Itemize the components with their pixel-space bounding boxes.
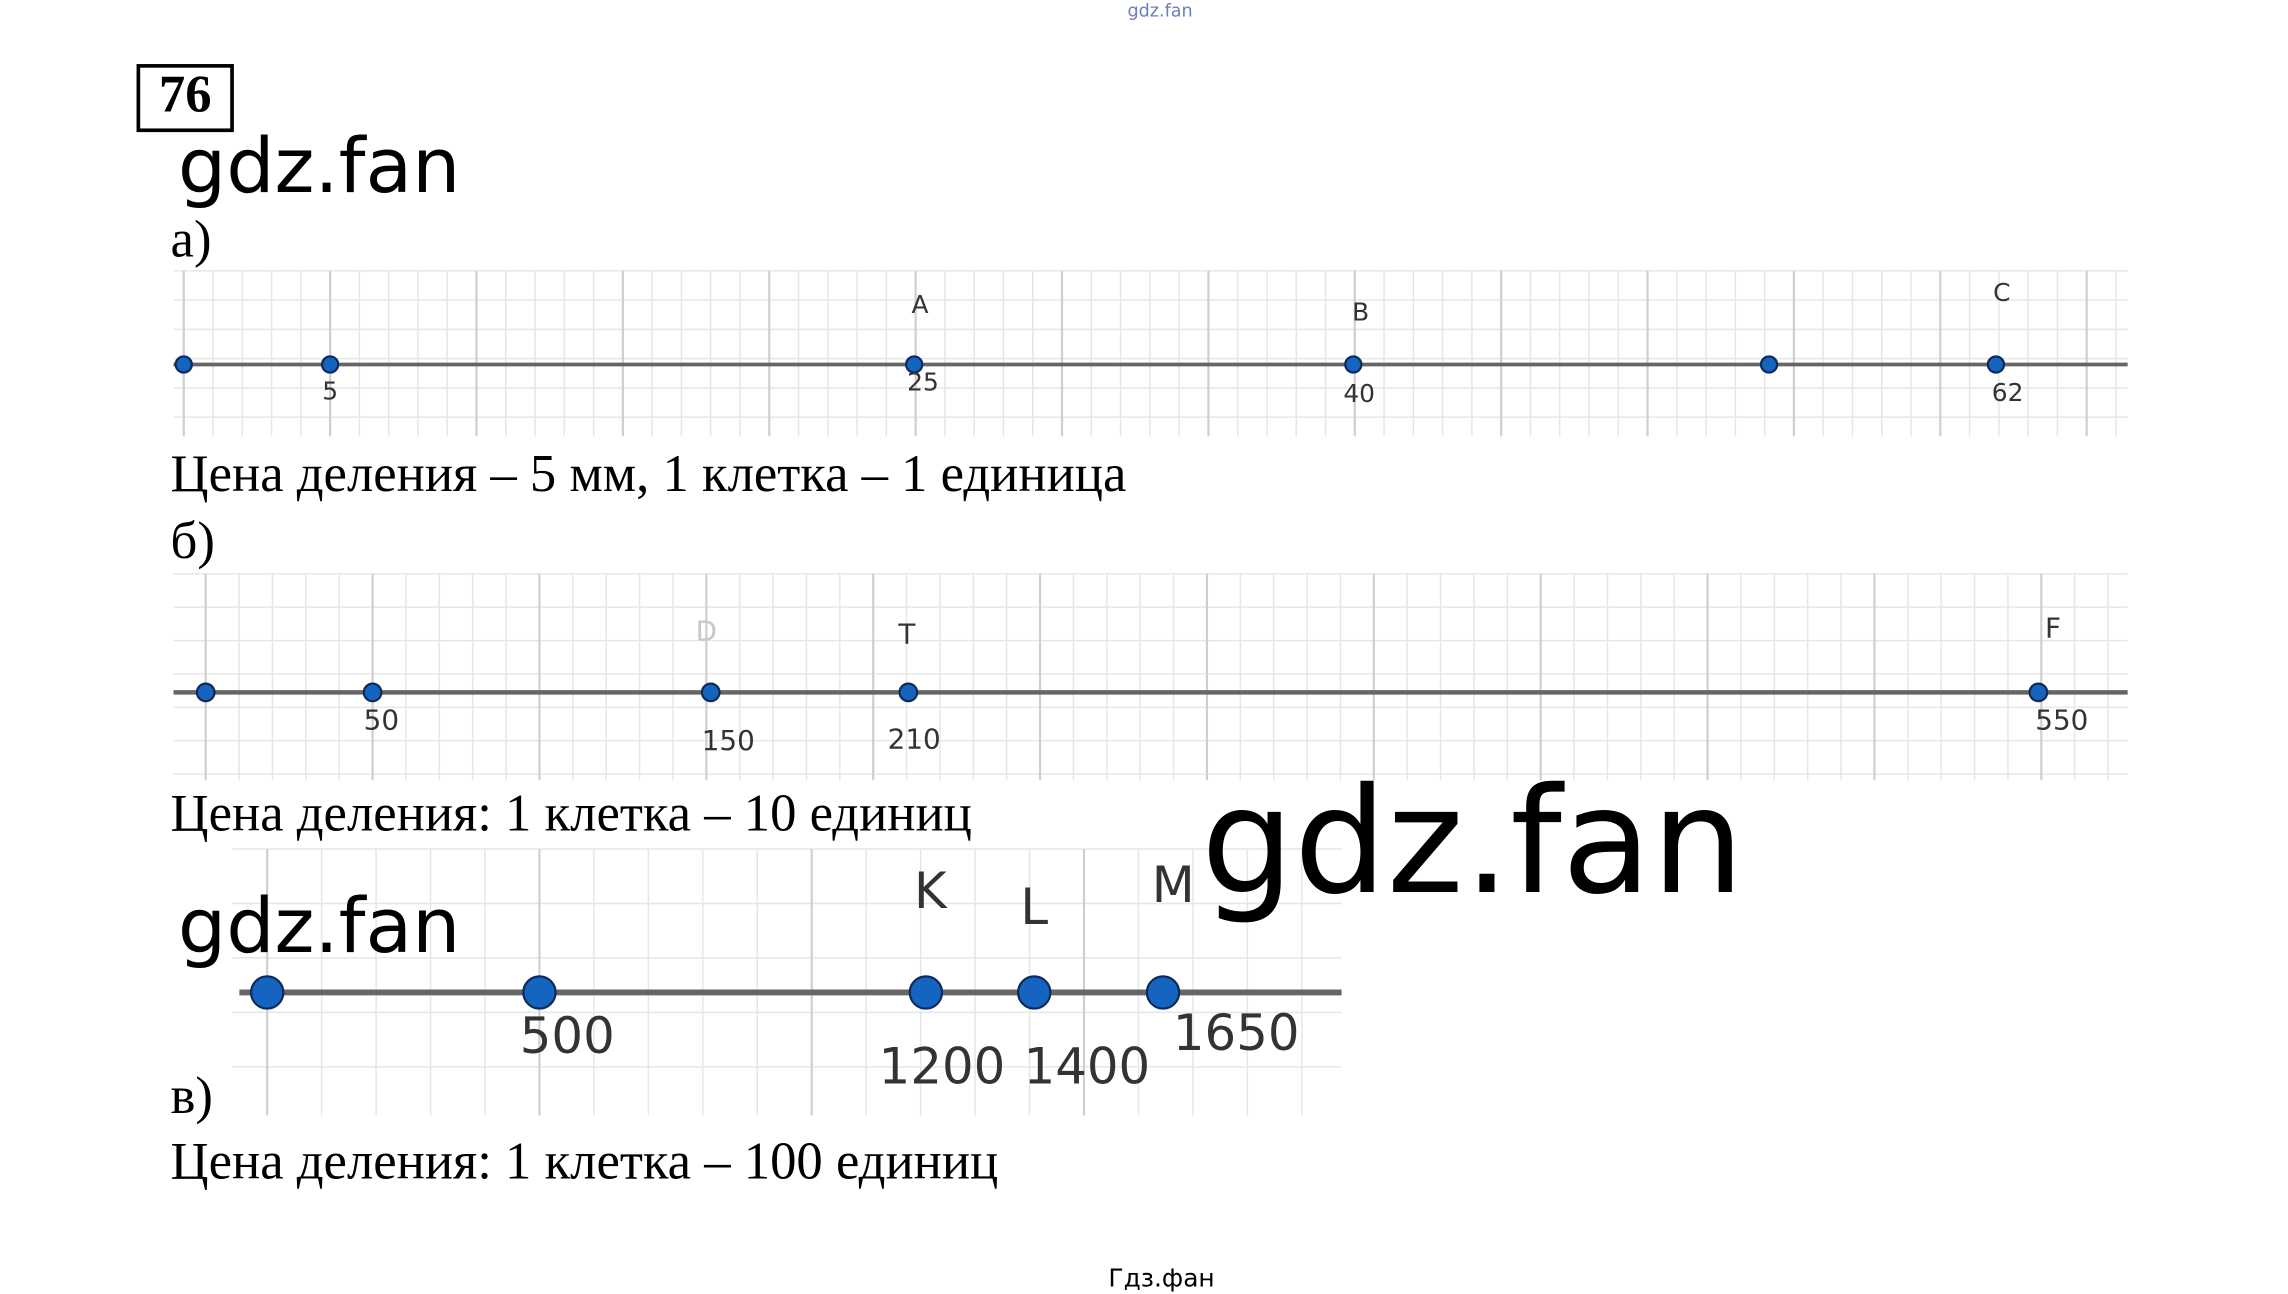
point-label: C: [1993, 278, 2010, 307]
point-label: L: [1020, 878, 1048, 936]
number-label: 210: [888, 723, 941, 756]
point-label: M: [1152, 856, 1195, 914]
point-label: F: [2045, 611, 2061, 644]
point: [700, 682, 721, 703]
point: [1986, 355, 2006, 374]
point: [1344, 355, 1363, 374]
number-label: 5: [322, 376, 338, 405]
point: [908, 975, 944, 1010]
number-label: 40: [1343, 379, 1375, 408]
footer: Гдз.фан: [1108, 1263, 1214, 1292]
number-label: 550: [2035, 704, 2088, 737]
number-label: 62: [1992, 378, 2024, 407]
number-box: [136, 64, 234, 133]
part-label: а): [171, 211, 212, 269]
caption: Цена деления: 1 клетка – 100 единиц: [171, 1133, 999, 1191]
point: [2028, 682, 2049, 703]
point: [249, 975, 285, 1010]
point-label: D: [696, 614, 717, 647]
point-label: K: [914, 862, 948, 920]
point: [195, 682, 216, 703]
part-label: в): [171, 1067, 213, 1125]
point: [898, 682, 919, 703]
number-label: 150: [702, 724, 755, 757]
point: [905, 355, 924, 374]
caption: Цена деления: 1 клетка – 10 единиц: [171, 784, 972, 842]
number-label: 1200: [879, 1038, 1006, 1096]
point: [174, 355, 193, 374]
point-label: B: [1352, 297, 1369, 326]
watermark: gdz.fan: [1201, 756, 1744, 927]
point: [1759, 355, 1779, 374]
number-label: 500: [520, 1007, 615, 1065]
point-label: T: [897, 617, 916, 650]
number-label: 1650: [1173, 1004, 1300, 1062]
watermark: gdz.fan: [178, 121, 460, 210]
watermark: gdz.fan: [178, 881, 460, 970]
point-label: A: [912, 290, 929, 319]
number-label: 50: [364, 704, 399, 737]
number-label: 1400: [1024, 1038, 1151, 1096]
top-watermark: gdz.fan: [1128, 2, 1193, 22]
number-label: 25: [907, 368, 939, 397]
problem-number: 76: [159, 66, 212, 124]
point: [320, 355, 340, 374]
point: [362, 682, 383, 703]
part-label: б): [171, 512, 215, 570]
point: [1017, 975, 1052, 1010]
point: [1145, 975, 1181, 1010]
point: [522, 975, 557, 1010]
caption: Цена деления – 5 мм, 1 клетка – 1 единиц…: [171, 445, 1127, 503]
